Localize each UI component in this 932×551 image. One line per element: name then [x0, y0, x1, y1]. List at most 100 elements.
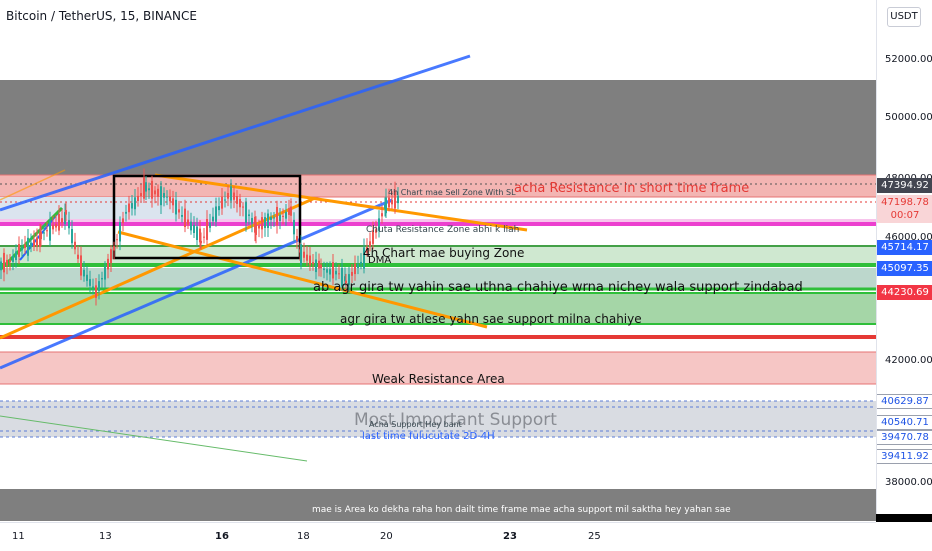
candle-body — [116, 239, 118, 241]
candle-body — [30, 242, 32, 248]
candle-body — [357, 264, 359, 269]
candle-body — [251, 218, 253, 224]
last-time-label: last time fulucutate 2D-4H — [362, 431, 495, 442]
candle-body — [166, 196, 168, 198]
candle-body — [375, 229, 377, 233]
candle-body — [242, 206, 244, 208]
time-axis[interactable]: 11 13 16 18 20 23 25 — [0, 522, 876, 551]
candle-body — [332, 262, 334, 279]
candle-body — [18, 244, 20, 257]
candle-body — [52, 224, 54, 230]
candle-body — [306, 254, 308, 261]
candle-body — [300, 244, 302, 266]
candle-body — [95, 285, 97, 298]
price-tag: 47198.78 — [877, 195, 932, 210]
candle-body — [372, 230, 374, 244]
candle-body — [137, 195, 139, 202]
candle-body — [288, 208, 290, 215]
candle-body — [134, 197, 136, 210]
candle-body — [261, 217, 263, 230]
candle-body — [309, 255, 311, 265]
candle-body — [40, 231, 42, 240]
candle-body — [236, 196, 238, 204]
candle-body — [264, 217, 266, 228]
candle-body — [391, 200, 393, 205]
candle-body — [98, 281, 100, 292]
candle-body — [119, 222, 121, 242]
price-tag: 00:07 — [877, 208, 932, 223]
most-important-label: Most Important Support — [354, 410, 557, 430]
chart-canvas[interactable]: 4h Chart mae Sell Zone With SL acha Resi… — [0, 0, 876, 522]
candle-body — [312, 262, 314, 265]
candle-body — [43, 232, 45, 234]
candle-body — [122, 218, 124, 223]
candle-body — [65, 210, 67, 215]
candle-body — [329, 269, 331, 275]
price-tick: 46000.00 — [885, 232, 932, 243]
candle-body — [113, 246, 115, 251]
candle-body — [24, 244, 26, 248]
candle-body — [345, 280, 347, 284]
price-tag: 45714.17 — [877, 240, 932, 255]
candle-body — [193, 225, 195, 234]
price-tag: 47394.92 — [877, 178, 932, 193]
buying-zone-label: 4h Chart mae buying Zone — [363, 246, 524, 260]
price-tick: 38000.00 — [885, 477, 932, 488]
weak-resistance-label: Weak Resistance Area — [372, 372, 505, 386]
candle-body — [160, 186, 162, 206]
candle-body — [397, 195, 399, 204]
currency-button[interactable]: USDT — [887, 7, 921, 27]
candle-body — [320, 264, 322, 269]
time-tick: 13 — [99, 531, 112, 542]
candle-body — [83, 269, 85, 277]
candle-body — [388, 197, 390, 208]
candle-body — [64, 212, 66, 224]
candle-body — [203, 236, 205, 238]
candle-body — [128, 203, 130, 213]
candle-body — [290, 206, 292, 216]
orange-line-3 — [117, 230, 488, 329]
price-tag: 44230.69 — [877, 285, 932, 300]
candle-body — [378, 218, 380, 231]
candle-body — [181, 215, 183, 217]
green-trendline — [0, 415, 308, 462]
candle-body — [270, 217, 272, 220]
candle-body — [154, 190, 156, 195]
price-tick: 50000.00 — [885, 112, 932, 123]
candle-body — [385, 197, 387, 214]
candle-body — [326, 269, 328, 273]
sell-zone-label: 4h Chart mae Sell Zone With SL — [388, 188, 516, 197]
candle-body — [218, 206, 220, 211]
pink-resistance-line — [0, 220, 876, 226]
price-scale[interactable]: USDT 52000.0050000.0048000.0046000.00440… — [876, 0, 932, 522]
candle-body — [344, 276, 346, 282]
price-tag: 39470.78 — [877, 430, 932, 445]
candle-body — [335, 270, 337, 275]
candle-body — [77, 254, 79, 259]
candle-body — [36, 237, 38, 247]
candle-body — [101, 277, 103, 280]
candle-body — [293, 219, 295, 235]
candle-body — [255, 222, 257, 235]
candle-body — [151, 180, 153, 199]
price-tick: 42000.00 — [885, 355, 932, 366]
candle-body — [61, 218, 63, 223]
candle-body — [178, 209, 180, 213]
candle-body — [369, 241, 371, 247]
time-tick: 25 — [588, 531, 601, 542]
candle-body — [315, 259, 317, 273]
candle-body — [49, 220, 51, 241]
agr-gira-label: agr gira tw atlese yahn sae support miln… — [340, 312, 642, 326]
symbol-title[interactable]: Bitcoin / TetherUS, 15, BINANCE — [6, 9, 197, 23]
consolidation-box — [112, 174, 302, 260]
candle-body — [230, 186, 232, 201]
grey-zone-upper — [0, 80, 876, 175]
candle-body — [187, 219, 189, 225]
candle-body — [227, 192, 229, 199]
candle-body — [196, 226, 198, 240]
price-tag: 40540.71 — [877, 415, 932, 430]
candle-body — [273, 217, 275, 219]
candle-body — [224, 199, 226, 201]
candle-body — [199, 228, 201, 243]
chart-pane[interactable]: 4h Chart mae Sell Zone With SL acha Resi… — [0, 0, 876, 522]
